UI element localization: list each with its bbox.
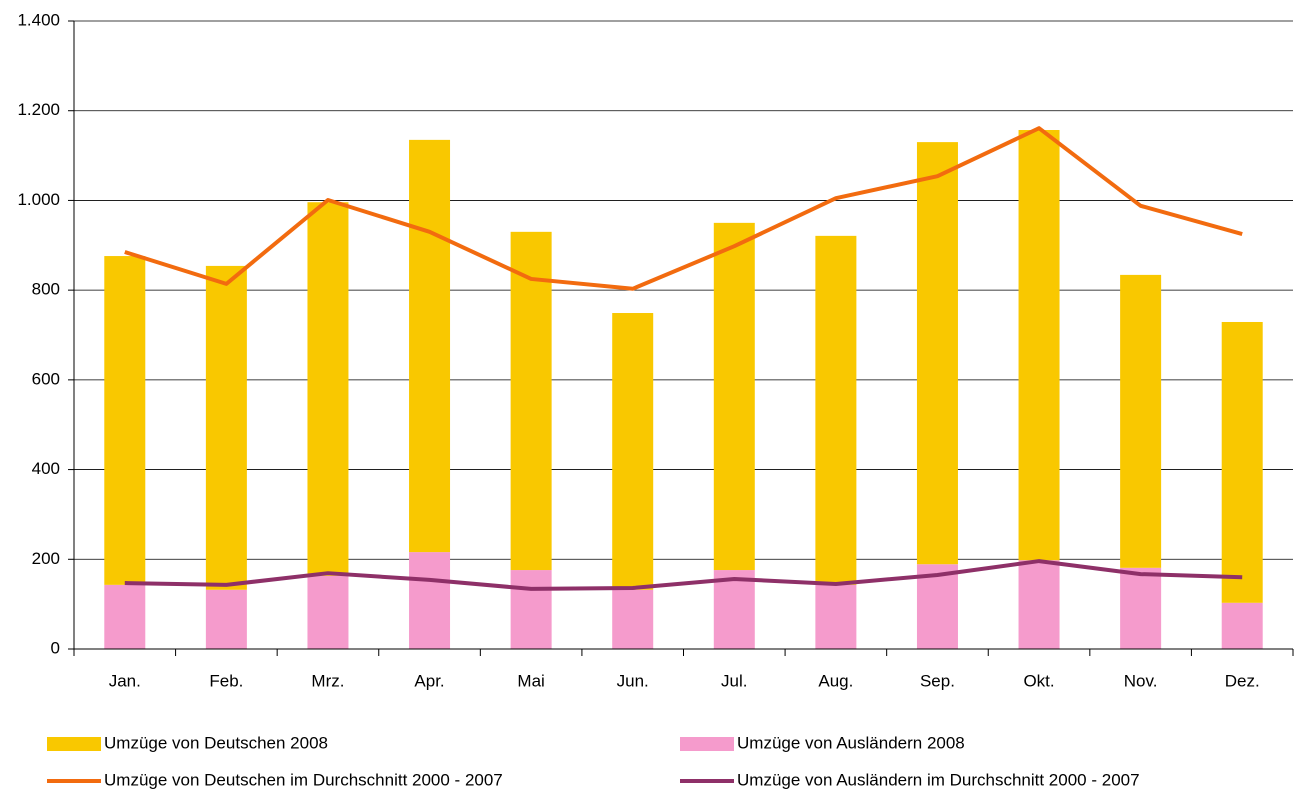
bar [713, 222, 755, 571]
x-tick-label: Mrz. [311, 671, 344, 690]
legend-label: Umzüge von Ausländern 2008 [737, 733, 965, 752]
bar [612, 589, 654, 649]
legend-label: Umzüge von Deutschen im Durchschnitt 200… [104, 770, 503, 789]
x-tick-label: Dez. [1225, 671, 1260, 690]
bar [104, 256, 146, 585]
bar [612, 313, 654, 590]
bar [104, 584, 146, 649]
bar [916, 142, 958, 565]
legend-label: Umzüge von Deutschen 2008 [104, 733, 328, 752]
bar [409, 552, 451, 649]
x-tick-label: Sep. [920, 671, 955, 690]
y-tick-label: 400 [32, 459, 60, 478]
y-tick-label: 1.000 [17, 190, 60, 209]
bar [1018, 130, 1060, 561]
bar [1221, 321, 1263, 603]
y-tick-label: 800 [32, 280, 60, 299]
y-tick-label: 1.400 [17, 10, 60, 29]
bar [205, 265, 247, 590]
y-tick-label: 200 [32, 549, 60, 568]
x-tick-label: Feb. [209, 671, 243, 690]
bar [815, 584, 857, 649]
bar [916, 564, 958, 649]
legend-swatch [680, 737, 734, 751]
bar [1120, 274, 1162, 568]
x-tick-label: Aug. [818, 671, 853, 690]
bar [1018, 560, 1060, 649]
legend-swatch [47, 737, 101, 751]
bar [510, 570, 552, 649]
x-tick-label: Jun. [617, 671, 649, 690]
bar [1221, 602, 1263, 649]
bar [713, 570, 755, 649]
x-tick-label: Nov. [1124, 671, 1158, 690]
bar [307, 575, 349, 649]
bar [205, 589, 247, 649]
legend-label: Umzüge von Ausländern im Durchschnitt 20… [737, 770, 1140, 789]
x-tick-label: Mai [517, 671, 544, 690]
bar [510, 231, 552, 571]
bar [409, 139, 451, 553]
line [124, 126, 1243, 291]
x-tick-label: Okt. [1023, 671, 1054, 690]
bar [307, 202, 349, 576]
line [124, 559, 1243, 591]
y-tick-label: 1.200 [17, 100, 60, 119]
x-tick-label: Apr. [414, 671, 444, 690]
bar [815, 235, 857, 585]
y-tick-label: 600 [32, 369, 60, 388]
x-tick-label: Jul. [721, 671, 747, 690]
x-tick-label: Jan. [109, 671, 141, 690]
bar [1120, 567, 1162, 649]
y-tick-label: 0 [51, 638, 60, 657]
